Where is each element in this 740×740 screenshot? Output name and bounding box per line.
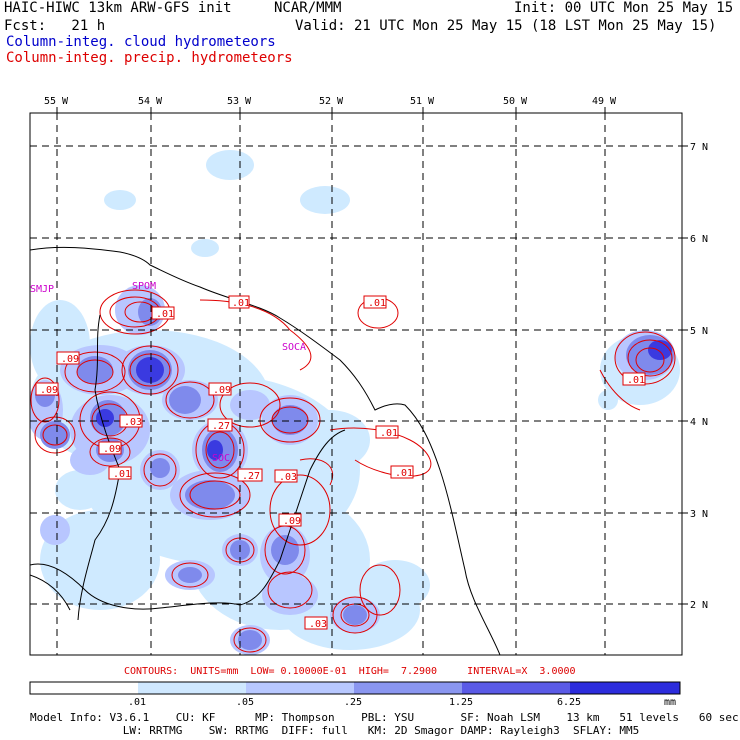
contour-label: .09	[61, 354, 79, 365]
contours-info: CONTOURS: UNITS=mm LOW= 0.10000E-01 HIGH…	[124, 666, 576, 677]
lon-label: 50 W	[503, 96, 528, 107]
lat-label: 2 N	[690, 600, 708, 611]
colorbar-segment	[570, 682, 680, 694]
lat-label: 5 N	[690, 326, 708, 337]
lat-label: 7 N	[690, 142, 708, 153]
colorbar-segment	[354, 682, 462, 694]
colorbar-tick: 1.25	[449, 697, 473, 708]
contour-label: .01	[395, 468, 413, 479]
lon-label: 53 W	[227, 96, 252, 107]
station-label: SOCA	[282, 342, 306, 353]
latlon-grid	[30, 113, 682, 655]
contour-label: .01	[627, 375, 645, 386]
lon-label: 51 W	[410, 96, 435, 107]
contour-label: .27	[212, 421, 230, 432]
forecast-hour: Fcst: 21 h	[4, 18, 106, 34]
contour-label: .03	[279, 472, 297, 483]
ticks	[56, 107, 688, 605]
lat-label: 3 N	[690, 509, 708, 520]
station-label: SPOM	[132, 281, 156, 292]
model-info-line-2: LW: RRTMG SW: RRTMG DIFF: full KM: 2D Sm…	[30, 724, 640, 737]
lon-label: 52 W	[319, 96, 344, 107]
colorbar-tick: .01	[128, 697, 146, 708]
contour-label: .01	[380, 428, 398, 439]
valid-time: Valid: 21 UTC Mon 25 May 15 (18 LST Mon …	[295, 18, 717, 34]
precip-contours	[30, 289, 676, 653]
map-frame	[29, 112, 683, 656]
contour-label: .09	[40, 385, 58, 396]
lon-label: 55 W	[44, 96, 69, 107]
lon-label: 49 W	[592, 96, 617, 107]
contour-label: .01	[232, 298, 250, 309]
colorbar-tick: 6.25	[557, 697, 581, 708]
plot-source: NCAR/MMM	[274, 0, 342, 16]
colorbar-segment	[462, 682, 570, 694]
plot-title: HAIC-HIWC 13km ARW-GFS init	[4, 0, 232, 16]
colorbar: .01 .05 .25 1.25 6.25 mm	[29, 681, 681, 708]
contour-label: .03	[309, 619, 327, 630]
colorbar-tick: .25	[344, 697, 362, 708]
model-info-line-1: Model Info: V3.6.1 CU: KF MP: Thompson P…	[30, 711, 739, 724]
lat-label: 4 N	[690, 417, 708, 428]
station-label: SOC	[212, 453, 230, 464]
cloud-shading	[30, 150, 680, 655]
colorbar-segment	[30, 682, 138, 694]
contour-value-labels: .01 .01 .01 .09 .09 .09 .03 .27 .09 .01 …	[35, 295, 646, 630]
contour-label: .09	[283, 516, 301, 527]
colorbar-segment	[246, 682, 354, 694]
lat-label: 6 N	[690, 234, 708, 245]
legend-precip: Column-integ. precip. hydrometeors	[6, 50, 293, 66]
contour-label: .01	[368, 298, 386, 309]
colorbar-unit: mm	[664, 697, 676, 708]
contour-label: .01	[156, 309, 174, 320]
init-time: Init: 00 UTC Mon 25 May 15	[514, 0, 734, 16]
legend-cloud: Column-integ. cloud hydrometeors	[6, 34, 276, 50]
station-label: SMJP	[30, 284, 54, 295]
contour-label: .09	[103, 444, 121, 455]
contour-label: .27	[242, 471, 260, 482]
contour-label: .03	[124, 417, 142, 428]
contour-label: .09	[213, 385, 231, 396]
colorbar-tick: .05	[236, 697, 254, 708]
lon-label: 54 W	[138, 96, 163, 107]
contour-label: .01	[113, 469, 131, 480]
colorbar-segment	[138, 682, 246, 694]
